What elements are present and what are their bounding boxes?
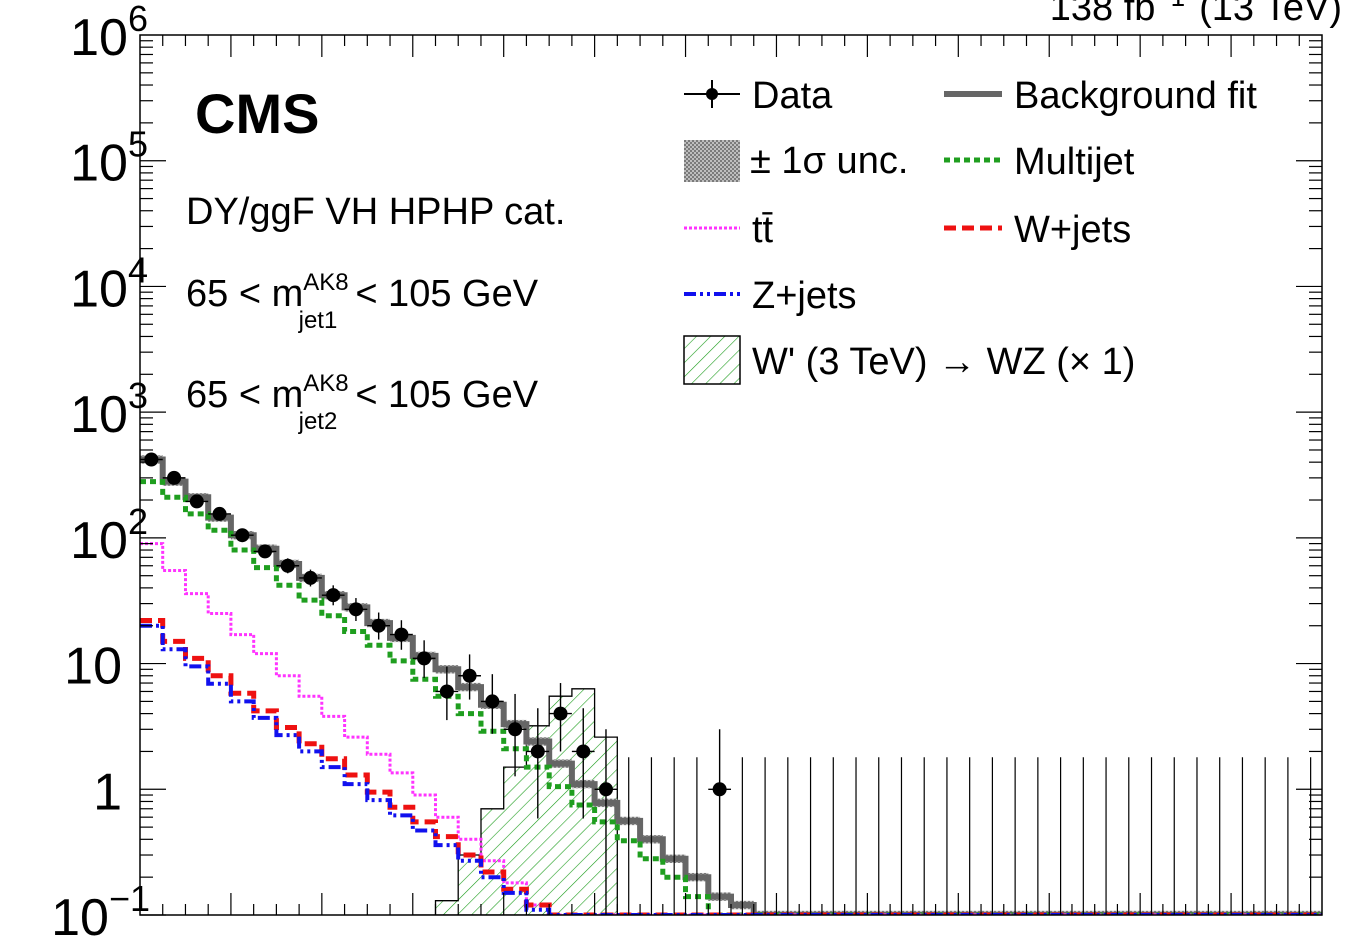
data-point [348,602,363,617]
data-point [212,506,227,521]
cms-label: CMS [195,82,319,145]
legend-multijet: Multijet [944,141,1135,183]
series-line [140,479,1322,915]
y-tick-label: 102 [70,501,148,570]
y-tick-label: 105 [70,124,148,193]
legend-zjets: Z+jets [684,275,857,317]
data-point [326,588,341,603]
legend-ttbar: tt̄ [684,209,774,251]
legend-background-fit: Background fit [944,75,1257,117]
legend-data: Data [684,75,833,117]
data-point [167,470,182,485]
legend: Data Background fit ± 1σ unc. Multijet t… [683,75,1257,385]
data-point [303,570,318,585]
data-point [417,651,432,666]
y-axis-ticks [140,35,1322,916]
legend-signal: W' (3 TeV) → WZ (× 1) [683,335,1135,385]
y-tick-label: 1 [93,763,122,821]
background-histograms [140,455,1322,915]
series-line [140,456,1322,915]
data-point [576,744,591,759]
svg-text:W+jets: W+jets [1014,209,1131,251]
data-point [371,618,386,633]
y-tick-label: 106 [70,0,148,67]
data-point [144,452,159,467]
data-point [258,544,273,559]
data-point [280,558,295,573]
data-point [462,668,477,683]
mass-cut-jet1: 65 < mAK8 jet1< 105 GeV [186,269,539,334]
data-point [394,627,409,642]
data-point [598,782,613,797]
data-point [530,744,545,759]
data-point [439,684,454,699]
svg-text:Multijet: Multijet [1014,141,1135,183]
data-point [553,706,568,721]
empty-bin-error-lines [628,757,1312,915]
data-points [140,452,731,915]
svg-text:tt̄: tt̄ [752,209,774,251]
data-point [712,782,727,797]
data-point [189,494,204,509]
legend-wjets: W+jets [944,209,1131,251]
y-tick-label: 103 [70,375,148,444]
data-point [235,528,250,543]
y-tick-label: 10−1 [51,878,150,946]
y-tick-label: 104 [70,249,148,318]
data-point [485,694,500,709]
category-label: DY/ggF VH HPHP cat. [186,191,565,233]
svg-text:W' (3 TeV) → WZ (× 1): W' (3 TeV) → WZ (× 1) [752,341,1135,383]
svg-text:Data: Data [752,75,833,117]
legend-uncertainty: ± 1σ unc. [684,140,908,182]
svg-text:± 1σ unc.: ± 1σ unc. [750,140,908,182]
data-point [508,722,523,737]
svg-text:Z+jets: Z+jets [752,275,857,317]
mass-cut-jet2: 65 < mAK8 jet2< 105 GeV [186,370,539,435]
y-tick-label: 10 [64,638,122,696]
lumi-label: 138 fb−1(13 TeV) [1050,0,1342,29]
series-line [140,618,1322,915]
series-line [140,623,1322,915]
svg-text:Background fit: Background fit [1014,75,1257,117]
